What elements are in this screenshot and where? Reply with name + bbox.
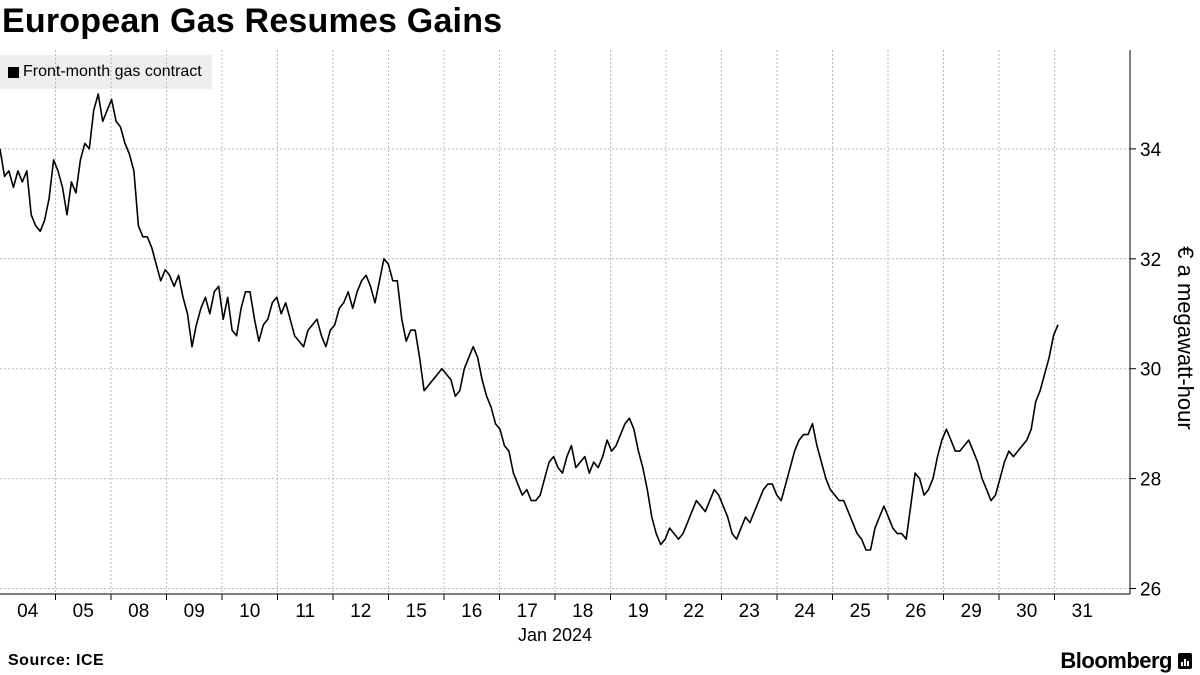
legend: Front-month gas contract <box>0 55 212 89</box>
y-axis-label: € a megawatt-hour <box>1173 246 1198 429</box>
x-axis-label: Jan 2024 <box>518 625 592 645</box>
x-tick-label: 09 <box>184 601 205 622</box>
x-tick-label: 08 <box>128 601 149 622</box>
grid <box>0 50 1130 594</box>
x-tick-label: 17 <box>517 601 538 622</box>
legend-swatch <box>8 66 19 78</box>
x-tick-label: 04 <box>17 601 39 622</box>
source-note: Source: ICE <box>8 652 105 669</box>
x-tick-label: 16 <box>461 601 482 622</box>
y-tick-label: 28 <box>1140 470 1161 491</box>
brand-logo: Bloomberg <box>1060 648 1192 674</box>
x-tick-label: 26 <box>905 601 926 622</box>
bloomberg-terminal-icon <box>1178 653 1192 669</box>
series-line-front-month-gas <box>0 93 1059 551</box>
x-tick-label: 25 <box>850 601 871 622</box>
x-tick-label: 31 <box>1072 601 1093 622</box>
y-tick-label: 34 <box>1140 140 1162 161</box>
y-tick-label: 32 <box>1140 250 1161 271</box>
x-tick-label: 18 <box>572 601 593 622</box>
x-tick-label: 19 <box>628 601 649 622</box>
x-axis: 04 05 08 09 10 11 12 15 16 17 18 19 22 23 24 25 26 29 30 31 <box>0 593 1130 622</box>
brand-name: Bloomberg <box>1060 648 1172 673</box>
x-tick-label: 30 <box>1016 601 1037 622</box>
chart-title: European Gas Resumes Gains <box>2 2 503 40</box>
x-tick-label: 29 <box>961 601 982 622</box>
x-tick-label: 10 <box>239 601 260 622</box>
x-tick-label: 12 <box>350 601 371 622</box>
y-tick-label: 30 <box>1140 360 1161 381</box>
x-tick-label: 22 <box>683 601 704 622</box>
x-tick-label: 05 <box>73 601 94 622</box>
x-tick-label: 23 <box>739 601 760 622</box>
x-tick-label: 15 <box>406 601 427 622</box>
x-tick-label: 24 <box>794 601 816 622</box>
legend-label: Front-month gas contract <box>23 63 202 80</box>
y-tick-label: 26 <box>1140 580 1161 601</box>
y-axis: 26 28 30 32 34 <box>1129 50 1162 601</box>
x-tick-label: 11 <box>295 601 315 622</box>
